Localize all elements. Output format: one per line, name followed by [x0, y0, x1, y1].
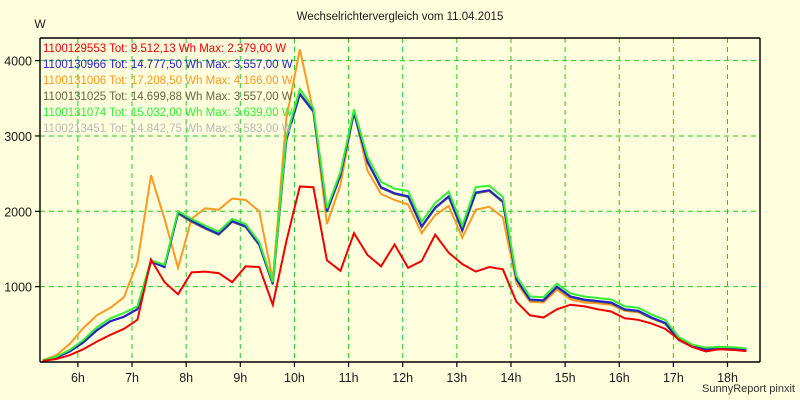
legend-entry-1100213451: 1100213451 Tot: 14.842,75 Wh Max: 3.583,…	[43, 123, 293, 135]
y-tick-label: 3000	[4, 130, 32, 144]
legend-entry-1100131074: 1100131074 Tot: 15.032,00 Wh Max: 3.639,…	[43, 107, 293, 119]
y-axis-unit-label: W	[34, 17, 46, 31]
x-tick-label: 17h	[663, 371, 684, 385]
legend-entry-1100130966: 1100130966 Tot: 14.777,50 Wh Max: 3.557,…	[43, 59, 293, 71]
x-tick-label: 12h	[392, 371, 413, 385]
x-tick-label: 7h	[125, 371, 139, 385]
legend-entry-1100131006: 1100131006 Tot: 17.208,50 Wh Max: 4.166,…	[43, 75, 293, 87]
x-tick-label: 9h	[233, 371, 247, 385]
x-tick-label: 11h	[339, 371, 359, 385]
y-tick-label: 2000	[4, 205, 32, 219]
data-series-layer	[42, 49, 747, 362]
y-tick-label: 1000	[4, 281, 32, 295]
gridlines	[40, 38, 760, 362]
series-line-1100131074	[42, 86, 747, 362]
watermark-label: SunnyReport pinxit	[702, 383, 795, 395]
x-tick-label: 10h	[284, 371, 305, 385]
x-tick-label: 8h	[179, 371, 193, 385]
chart-title: Wechselrichtervergleich vom 11.04.2015	[297, 11, 504, 23]
chart-legend: 1100129553 Tot: 9.512,13 Wh Max: 2.379,0…	[43, 43, 293, 135]
x-tick-label: 6h	[71, 371, 85, 385]
x-tick-label: 16h	[609, 371, 630, 385]
x-axis-ticks: 6h 7h 8h 9h 10h 11h 12h 13h 14h 15h 16h 17h 18h	[71, 362, 738, 385]
legend-entry-1100129553: 1100129553 Tot: 9.512,13 Wh Max: 2.379,0…	[43, 43, 286, 55]
legend-entry-1100131025: 1100131025 Tot: 14.699,88 Wh Max: 3.557,…	[43, 91, 293, 103]
series-line-1100129553	[42, 185, 747, 362]
x-tick-label: 13h	[446, 371, 467, 385]
axis-lines	[39, 37, 761, 363]
y-tick-label: 4000	[4, 55, 32, 69]
y-axis-ticks: 1000 2000 3000 4000	[4, 55, 40, 295]
x-tick-label: 14h	[501, 371, 522, 385]
series-line-1100130966	[42, 91, 747, 362]
x-tick-label: 15h	[555, 371, 576, 385]
x-tick-label: 18h	[717, 371, 738, 385]
